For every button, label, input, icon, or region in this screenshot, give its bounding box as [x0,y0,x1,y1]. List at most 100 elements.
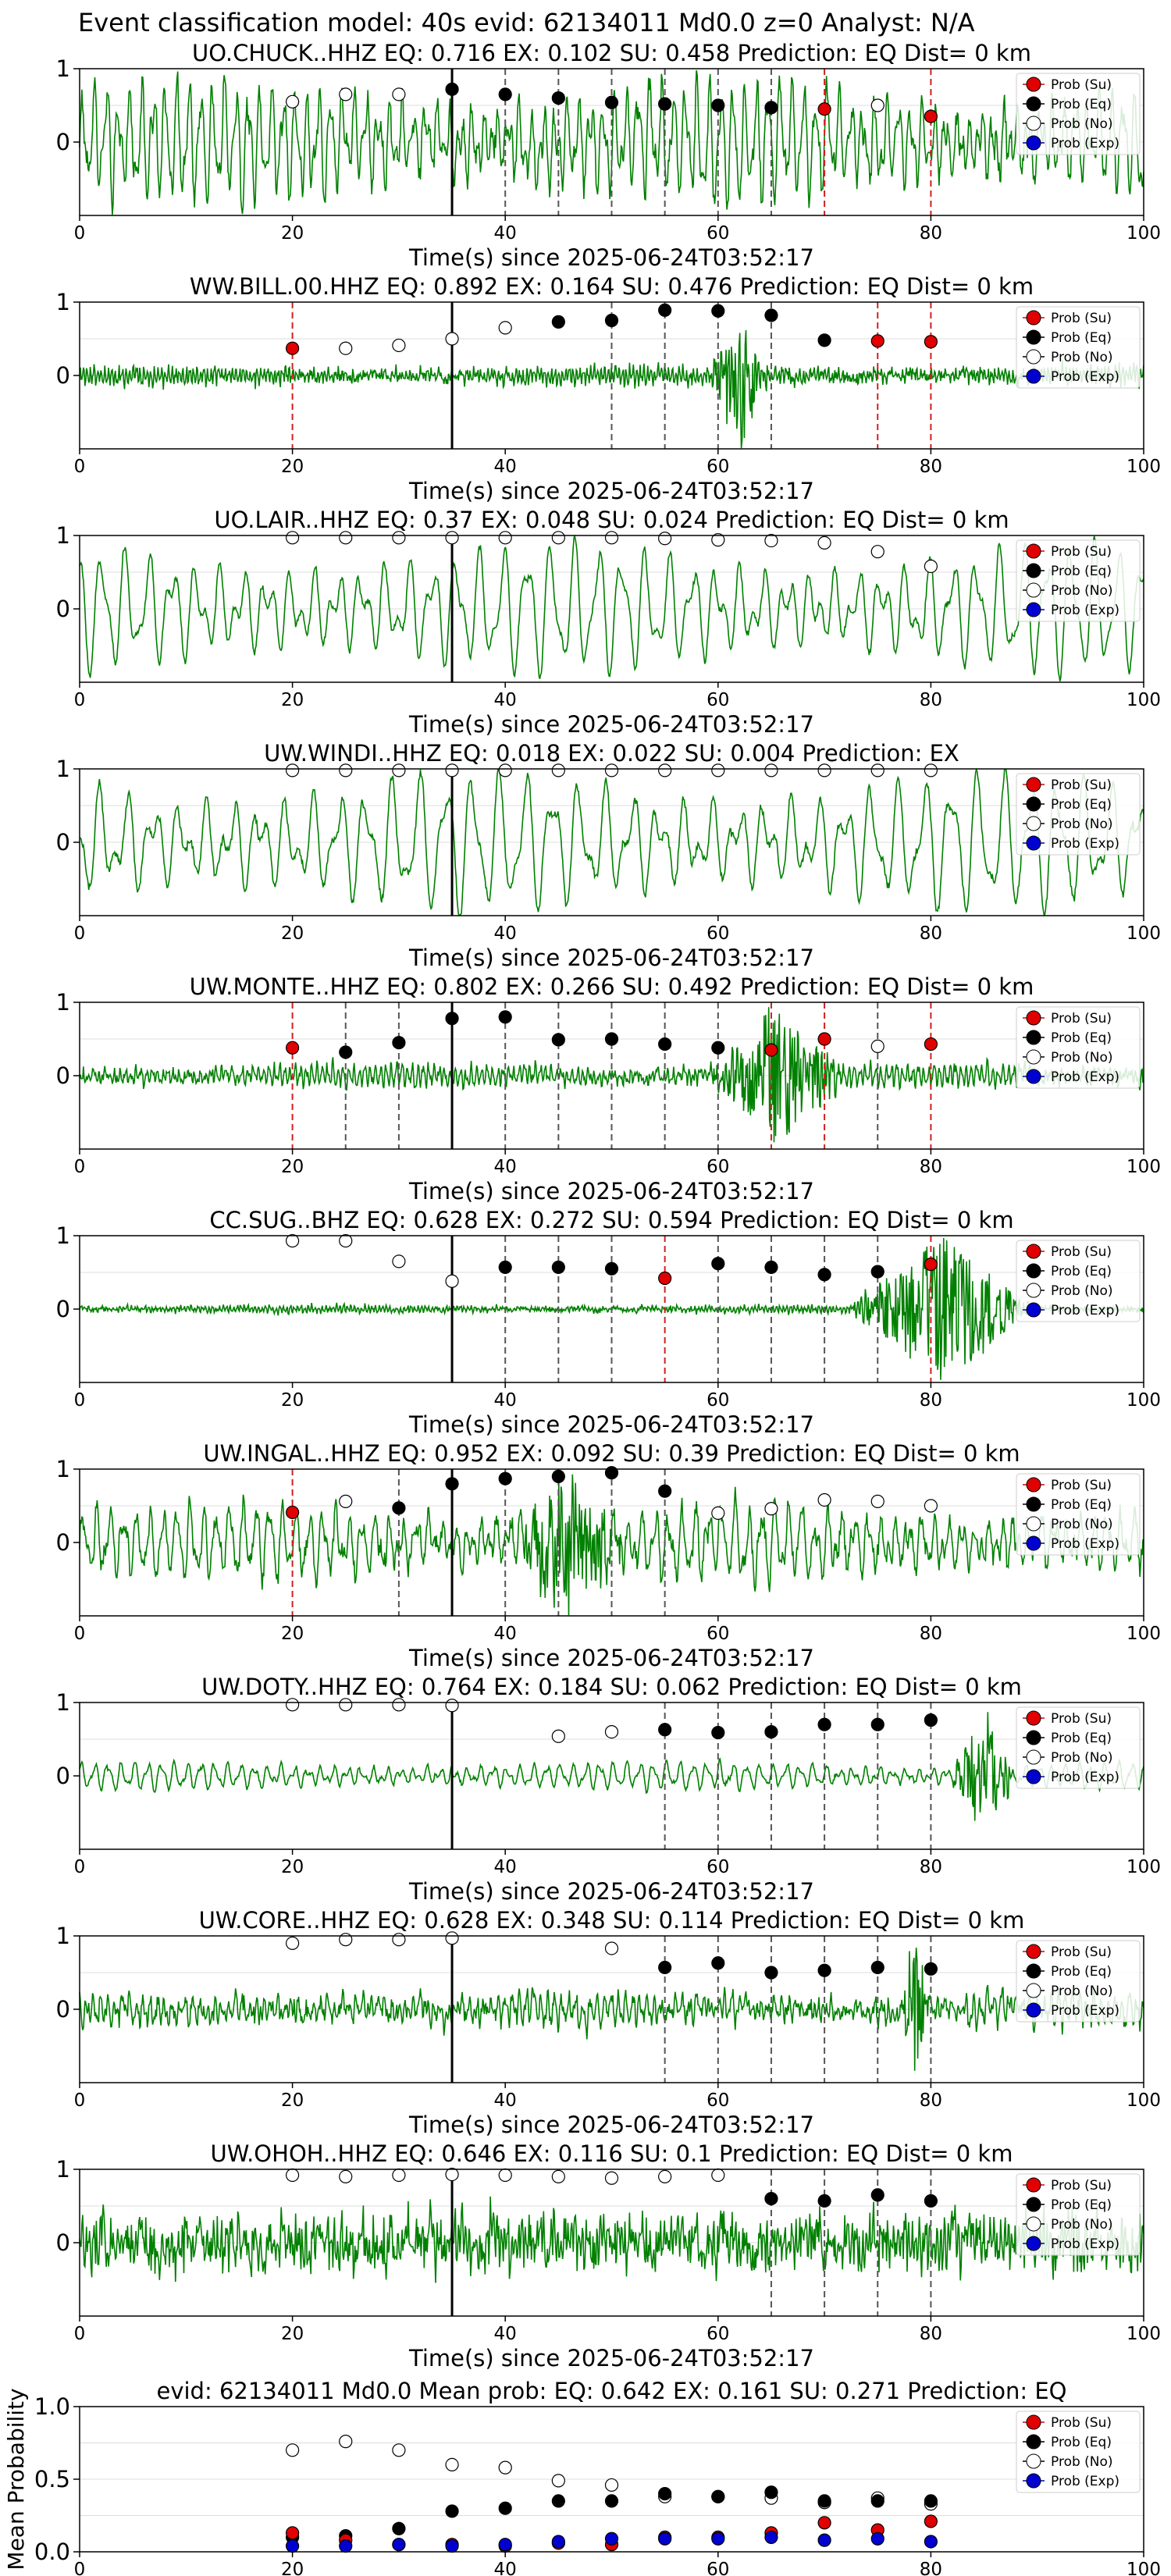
legend-marker [1026,310,1041,326]
prob-point [551,315,565,329]
legend-label: Prob (Exp) [1051,369,1119,385]
prob-point [764,533,778,548]
legend-box [1016,2173,1141,2256]
x-tick-label: 20 [281,1857,304,1877]
prob-point [392,1254,406,1268]
x-tick-label: 0 [74,1157,86,1177]
prob-point [445,1274,459,1288]
y-tick-label: 1 [56,989,70,1016]
prob-point [658,532,672,546]
legend-label: Prob (Exp) [1051,1770,1119,1785]
prob-point [658,1271,672,1286]
prob-point [392,2443,406,2457]
x-tick-label: 0 [74,2090,86,2111]
prob-point [870,2494,884,2508]
x-tick-label: 80 [920,690,942,710]
x-tick-label: 40 [494,1624,517,1644]
panel-title: UW.CORE..HHZ EQ: 0.628 EX: 0.348 SU: 0.1… [199,1907,1025,1934]
legend-marker [1026,1710,1041,1726]
waveform-trace [79,767,1144,916]
y-tick-label: 0 [56,596,70,622]
legend-label: Prob (Su) [1051,1711,1112,1727]
y-tick-label: 1 [56,1923,70,1949]
legend-label: Prob (Su) [1051,2415,1112,2431]
legend-label: Prob (Eq) [1051,1731,1112,1746]
legend-label: Prob (No) [1051,350,1113,365]
legend-marker [1026,2216,1041,2232]
prob-point [339,1933,353,1947]
prob-point [498,2538,512,2552]
legend-label: Prob (Su) [1051,1244,1112,1260]
prob-point [658,2487,672,2501]
legend-marker [1026,1030,1041,1045]
legend-box [1016,1006,1141,1089]
panel-11: evid: 62134011 Md0.0 Mean prob: EQ: 0.64… [3,2378,1161,2576]
x-tick-label: 60 [707,223,729,244]
y-tick-label: 1 [56,1689,70,1716]
prob-point [551,2494,565,2508]
legend-marker [1026,1749,1041,1765]
legend-box [1016,539,1141,622]
prob-point [870,334,884,348]
prob-point [286,1505,300,1520]
x-axis-label: Time(s) since 2025-06-24T03:52:17 [408,711,814,738]
x-tick-label: 80 [920,1157,942,1177]
legend-marker [1026,1516,1041,1532]
prob-point [870,1494,884,1508]
y-tick-label: 0 [56,1296,70,1322]
prob-point [604,1261,619,1276]
prob-point [392,1501,406,1515]
prob-point [339,1698,353,1712]
legend-marker [1026,135,1041,151]
x-axis-label: Time(s) since 2025-06-24T03:52:17 [408,1645,814,1671]
panel-5: UW.MONTE..HHZ EQ: 0.802 EX: 0.266 SU: 0.… [56,973,1161,1204]
x-axis-label: Time(s) since 2025-06-24T03:52:17 [408,2112,814,2138]
x-tick-label: 80 [920,223,942,244]
y-tick-label: 0 [56,1529,70,1556]
prob-point [658,303,672,317]
prob-point [392,1933,406,1947]
prob-point [339,2169,353,2183]
prob-point [551,763,565,777]
prob-point [658,1960,672,1975]
y-tick-label: 1 [56,522,70,549]
x-tick-label: 0 [74,690,86,710]
prob-point [445,1931,459,1945]
legend-marker [1026,1963,1041,1979]
prob-point [286,1936,300,1950]
legend-box [1016,773,1141,856]
legend-label: Prob (No) [1051,1984,1113,1999]
prob-point [498,87,512,101]
prob-point [286,341,300,355]
legend-marker [1026,835,1041,851]
prob-point [604,1941,619,1955]
legend-marker [1026,2414,1041,2430]
prob-point [445,2539,459,2553]
prob-point [551,91,565,105]
x-axis-label: Time(s) since 2025-06-24T03:52:17 [408,1178,814,1204]
panel-title: UW.DOTY..HHZ EQ: 0.764 EX: 0.184 SU: 0.0… [201,1674,1022,1700]
legend-marker [1026,543,1041,559]
prob-point [817,1032,831,1046]
prob-point [817,2494,831,2508]
prob-point [924,763,938,777]
prob-point [658,2532,672,2546]
prob-point [604,2532,619,2546]
prob-point [924,2494,938,2508]
y-tick-label: 0 [56,1062,70,1089]
y-tick-label: 0.0 [34,2539,70,2565]
legend-marker [1026,1983,1041,1998]
legend-marker [1026,2177,1041,2193]
prob-point [445,82,459,96]
x-tick-label: 40 [494,223,517,244]
prob-point [870,2532,884,2546]
legend-marker [1026,796,1041,812]
prob-point [604,2478,619,2492]
prob-point [870,2188,884,2202]
legend-label: Prob (Exp) [1051,136,1119,151]
x-tick-label: 0 [74,1390,86,1411]
x-tick-label: 80 [920,1857,942,1877]
legend-marker [1026,1302,1041,1318]
prob-point [392,531,406,545]
x-tick-label: 0 [74,2324,86,2344]
